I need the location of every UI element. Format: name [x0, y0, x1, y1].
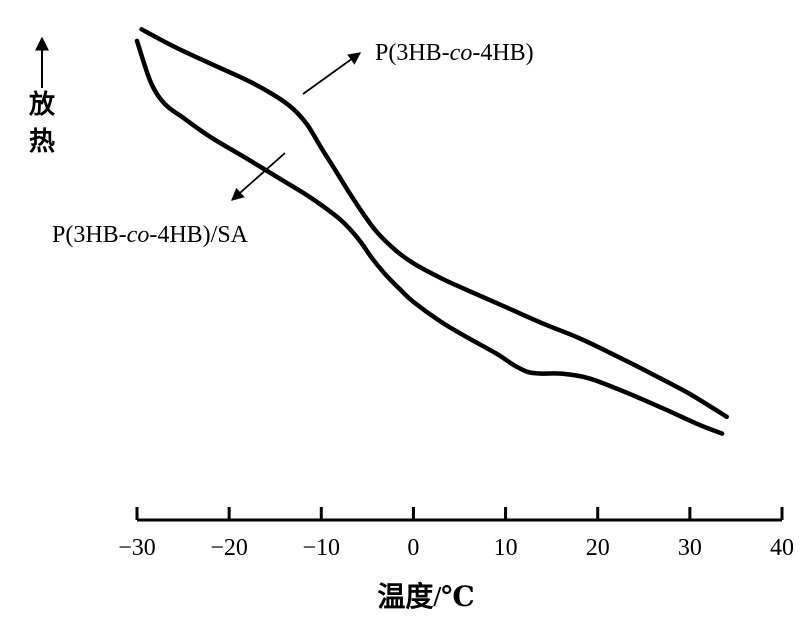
x-tick-label: −30: [118, 535, 156, 561]
y-axis-label: 放 热: [28, 36, 56, 156]
x-tick-label: 30: [678, 535, 702, 561]
x-axis: −30 −20 −10 0 10 20 30 40: [118, 507, 794, 561]
annotation-label: P(3HB-co-4HB)/SA: [52, 222, 249, 248]
series-line-p3hb-co-4hb: [139, 27, 729, 420]
x-axis-label: 温度/℃: [377, 581, 474, 613]
x-tick-label: 40: [770, 535, 794, 561]
annotation-arrow: [231, 152, 286, 201]
series-line-p3hb-co-4hb-sa: [134, 38, 725, 436]
annotation-label: P(3HB-co-4HB): [375, 40, 534, 66]
x-tick-label: 0: [407, 535, 419, 561]
x-tick-label: −10: [303, 535, 341, 561]
x-tick-label: 20: [586, 535, 610, 561]
x-tick-label: −20: [210, 535, 248, 561]
annotation-p3hb-co-4hb-sa: P(3HB-co-4HB)/SA: [52, 152, 286, 248]
x-tick-label: 10: [494, 535, 518, 561]
y-axis-label-char-1: 放: [28, 89, 56, 119]
annotation-p3hb-co-4hb: P(3HB-co-4HB): [302, 40, 534, 95]
y-axis-label-char-2: 热: [29, 127, 55, 156]
annotation-arrow: [302, 52, 362, 95]
